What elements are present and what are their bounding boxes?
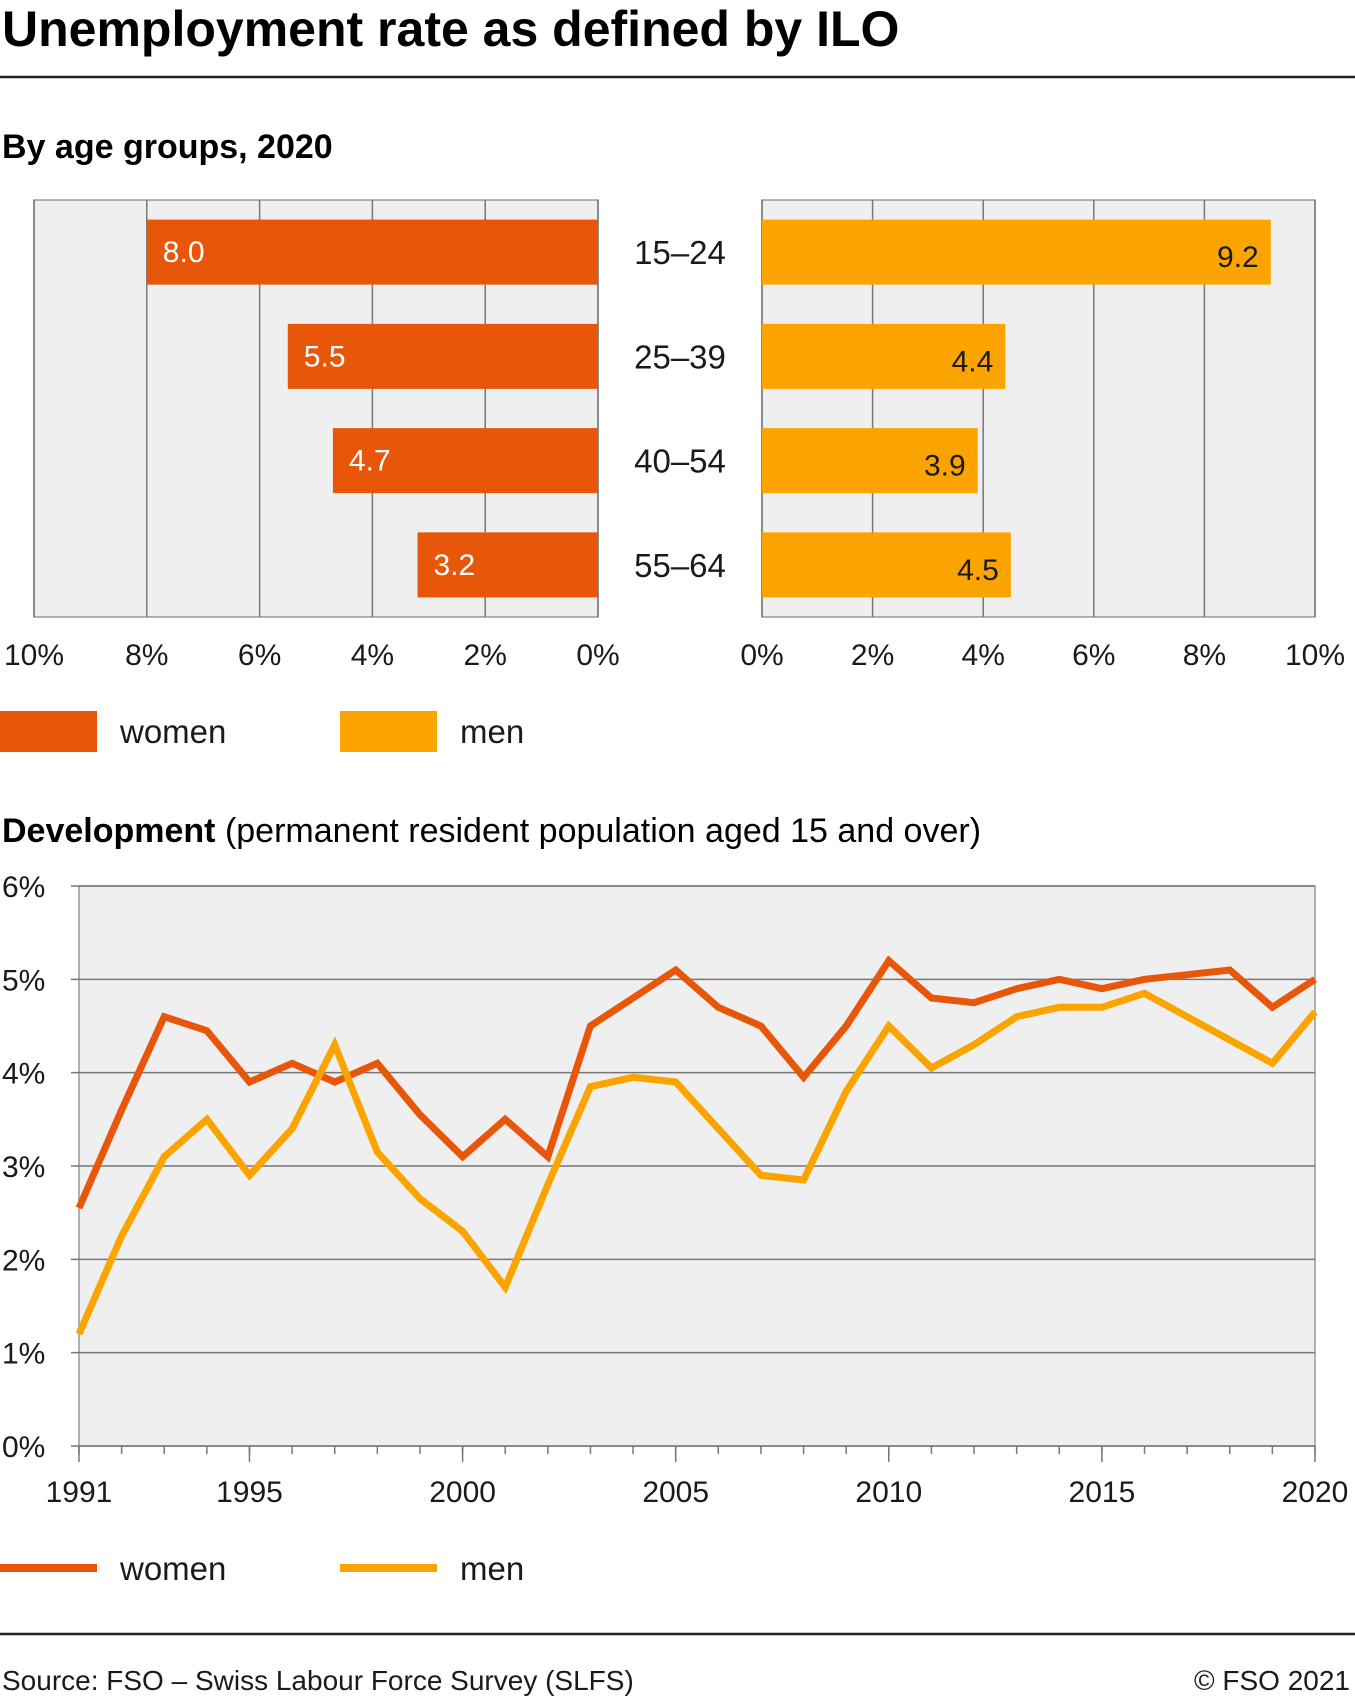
bar-men [762,323,1006,389]
x-tick-label: 2% [851,639,894,672]
age-group-labels: 15–24 25–39 40–54 55–64 [634,234,726,584]
source-note: Source: FSO – Swiss Labour Force Survey … [2,1665,634,1696]
copyright-note: © FSO 2021 [1194,1665,1350,1696]
data-label-men: 9.2 [1217,241,1259,274]
bar-chart-subtitle: By age groups, 2020 [2,128,333,166]
data-label-men: 4.4 [952,345,994,378]
legend-label-men: men [460,713,524,750]
y-tick-label: 2% [2,1244,45,1277]
y-tick-label: 6% [2,871,45,904]
series-line-men [75,989,1318,1336]
bar-panel-women: 0% 2% 4% 6% 8% 10% 8.0 5.5 4.7 3.2 [4,199,620,672]
y-tick-label: 3% [2,1151,45,1184]
x-tick-label: 0% [576,639,619,672]
x-tick-label: 2% [464,639,507,672]
x-tick-label: 0% [740,639,783,672]
x-tick-label: 2010 [855,1476,922,1509]
data-label-women: 4.7 [349,445,391,478]
line-chart-subtitle: Development (permanent resident populati… [2,812,981,850]
x-tick-label: 6% [238,639,281,672]
x-tick-label: 2000 [429,1476,496,1509]
x-tick-label: 6% [1072,639,1115,672]
bar-women [332,428,598,494]
x-tick-label: 10% [1285,639,1345,672]
bar-men [762,219,1271,285]
x-tick-label: 2015 [1069,1476,1136,1509]
line-chart-subtitle-bold: Development [2,812,216,850]
x-tick-label: 1995 [216,1476,283,1509]
line-legend-label-men: men [460,1550,524,1587]
x-tick-label: 8% [1183,639,1226,672]
bar-women [146,219,599,285]
bar-panel-men: 0% 2% 4% 6% 8% 10% 9.2 4.4 3.9 4.5 [740,199,1345,672]
series-line-women [75,955,1317,1210]
x-tick-label: 4% [351,639,394,672]
line-legend-label-women: women [119,1550,226,1587]
legend-swatch-men [340,711,437,752]
category-label: 25–39 [634,338,726,375]
x-tick-label: 1991 [46,1476,113,1509]
category-label: 55–64 [634,547,726,584]
x-tick-label: 8% [125,639,168,672]
category-label: 40–54 [634,443,726,480]
line-chart-subtitle-note: (permanent resident population aged 15 a… [216,812,982,850]
legend-label-women: women [119,713,226,750]
line-chart: 0% 1% 2% 3% 4% 5% 6% 1991 1995 2000 2005 2010 2015 20… [2,871,1348,1509]
y-tick-label: 1% [2,1338,45,1371]
bar-women [417,532,598,598]
category-label: 15–24 [634,234,726,271]
page-title: Unemployment rate as defined by ILO [2,1,899,57]
y-tick-label: 0% [2,1431,45,1464]
y-tick-label: 5% [2,964,45,997]
data-label-men: 4.5 [957,554,999,587]
y-tick-label: 4% [2,1058,45,1091]
x-tick-label: 10% [4,639,64,672]
data-label-women: 3.2 [434,549,476,582]
bar-men [762,428,978,494]
bar-women [287,323,598,389]
x-tick-label: 4% [962,639,1005,672]
x-tick-label: 2005 [642,1476,709,1509]
data-label-women: 5.5 [304,340,346,373]
legend-swatch-women [0,711,97,752]
data-label-men: 3.9 [924,450,966,483]
bar-men [762,532,1011,598]
x-tick-label: 2020 [1282,1476,1349,1509]
data-label-women: 8.0 [163,236,205,269]
